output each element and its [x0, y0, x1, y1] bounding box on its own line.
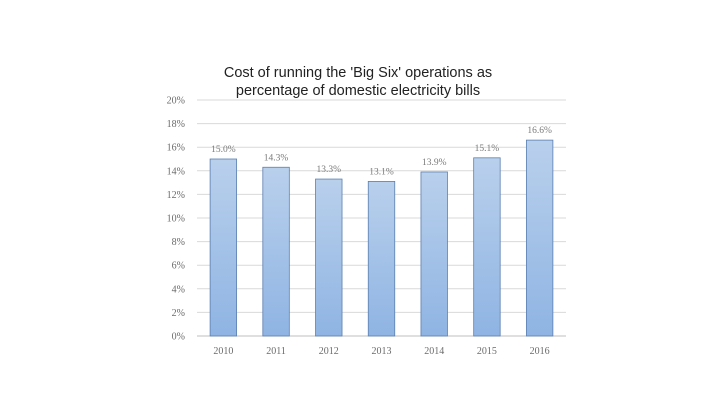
y-axis-ticks: 0% 2% 4% 6% 8% 10% 12% 14% 16% 18% 20% [167, 96, 185, 343]
y-tick-label: 2% [172, 308, 185, 319]
x-axis-ticks: 2010 2011 2012 2013 2014 2015 2016 [213, 346, 549, 357]
x-tick-label: 2011 [266, 346, 286, 357]
y-tick-label: 10% [167, 214, 185, 225]
data-label-2014: 13.9% [422, 158, 447, 168]
x-tick-label: 2014 [424, 346, 444, 357]
chart-title-line-2: percentage of domestic electricity bills [236, 83, 480, 99]
y-tick-label: 16% [167, 143, 185, 154]
bar-2012 [315, 178, 343, 337]
y-tick-label: 14% [167, 166, 185, 177]
y-tick-label: 6% [172, 261, 185, 272]
y-tick-label: 4% [172, 284, 185, 295]
bar-2011 [262, 166, 290, 337]
x-tick-label: 2013 [372, 346, 392, 357]
y-tick-label: 18% [167, 119, 185, 130]
data-label-2012: 13.3% [317, 165, 342, 175]
data-label-2015: 15.1% [475, 144, 500, 154]
y-tick-label: 20% [167, 96, 185, 107]
x-tick-label: 2016 [530, 346, 550, 357]
x-tick-label: 2010 [213, 346, 233, 357]
y-tick-label: 0% [172, 332, 185, 343]
bar-2016 [525, 139, 554, 337]
data-label-2011: 14.3% [264, 153, 289, 163]
data-label-2016: 16.6% [527, 126, 552, 136]
y-tick-label: 12% [167, 190, 185, 201]
bar-2010 [209, 158, 238, 337]
chart-title-line-1: Cost of running the 'Big Six' operations… [224, 65, 492, 81]
data-labels: 15.0% 14.3% 13.3% 13.1% 13.9% 15.1% 16.6% [211, 126, 552, 177]
data-label-2010: 15.0% [211, 145, 236, 155]
x-tick-label: 2012 [319, 346, 339, 357]
y-tick-label: 8% [172, 237, 185, 248]
bars [209, 139, 554, 337]
x-tick-label: 2015 [477, 346, 497, 357]
data-label-2013: 13.1% [369, 167, 394, 177]
bar-2015 [473, 157, 501, 337]
bar-2014 [420, 171, 448, 337]
bar-2013 [367, 181, 396, 337]
